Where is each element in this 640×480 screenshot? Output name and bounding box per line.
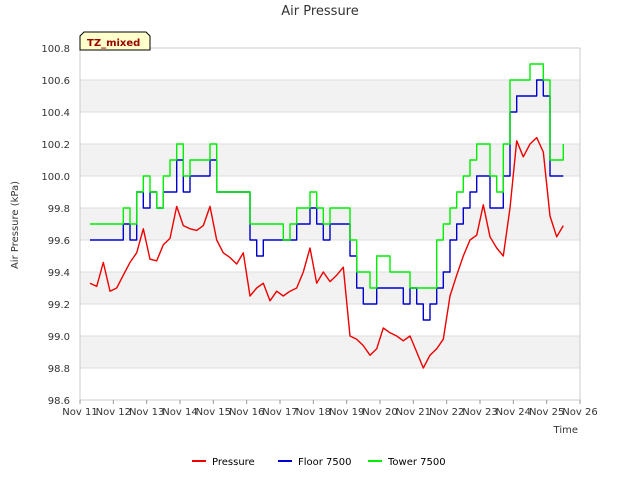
- plot-band: [80, 48, 580, 80]
- y-tick-label: 100.4: [41, 108, 70, 119]
- x-tick-label: Nov 21: [396, 407, 431, 418]
- y-tick-label: 100.2: [41, 140, 70, 151]
- y-tick-label: 99.6: [48, 236, 70, 247]
- tz-annotation: TZ_mixed: [79, 31, 151, 51]
- plot-band: [80, 112, 580, 144]
- tz-annotation-box: [79, 31, 151, 51]
- y-tick-label: 98.8: [48, 364, 70, 375]
- legend-label: Floor 7500: [298, 457, 352, 468]
- legend: Pressure Floor 7500 Tower 7500: [192, 457, 446, 468]
- y-tick-label: 100.6: [41, 76, 70, 87]
- x-tick-label: Nov 12: [96, 407, 131, 418]
- x-tick-label: Nov 25: [529, 407, 564, 418]
- legend-label: Pressure: [212, 457, 255, 468]
- x-tick-label: Nov 19: [329, 407, 364, 418]
- series-line-pressure: [89, 136, 564, 369]
- plot-band: [80, 336, 580, 368]
- y-tick-label: 100.0: [41, 172, 70, 183]
- tz-annotation-label: TZ_mixed: [87, 38, 140, 49]
- plot-background-bands: [80, 48, 580, 400]
- y-tick-label: 99.4: [48, 268, 70, 279]
- x-tick-label: Nov 26: [562, 407, 597, 418]
- y-axis-ticks: 98.6 98.8 99.0 99.2 99.4 99.6 99.8 100.0 100.2 10…: [41, 44, 70, 407]
- x-tick-label: Nov 14: [162, 407, 197, 418]
- plot-band: [80, 144, 580, 176]
- series-lines: [89, 63, 564, 369]
- x-tick-label: Nov 18: [296, 407, 331, 418]
- plot-band: [80, 272, 580, 304]
- x-axis-title: Time: [553, 425, 578, 436]
- series-line-tower-7500: [90, 63, 564, 289]
- x-tick-label: Nov 22: [429, 407, 464, 418]
- x-tick-label: Nov 16: [229, 407, 264, 418]
- plot-frame: [79, 47, 581, 401]
- plot-band: [80, 304, 580, 336]
- x-tick-label: Nov 23: [462, 407, 497, 418]
- x-tick-label: Nov 15: [196, 407, 231, 418]
- y-tick-label: 100.8: [41, 44, 70, 55]
- plot-band: [80, 80, 580, 112]
- x-tick-label: Nov 13: [129, 407, 164, 418]
- series-line-floor-7500: [90, 79, 564, 321]
- legend-label: Tower 7500: [387, 457, 446, 468]
- x-tick-label: Nov 11: [62, 407, 97, 418]
- plot-band: [80, 368, 580, 400]
- x-tick-label: Nov 20: [362, 407, 397, 418]
- chart-title: Air Pressure: [281, 4, 359, 19]
- y-tick-label: 99.8: [48, 204, 70, 215]
- y-tick-label: 99.0: [48, 332, 70, 343]
- y-tick-label: 99.2: [48, 300, 70, 311]
- x-tick-label: Nov 17: [262, 407, 297, 418]
- y-tick-label: 98.6: [48, 396, 70, 407]
- x-tick-label: Nov 24: [496, 407, 531, 418]
- y-axis-title: Air Pressure (kPa): [10, 181, 21, 269]
